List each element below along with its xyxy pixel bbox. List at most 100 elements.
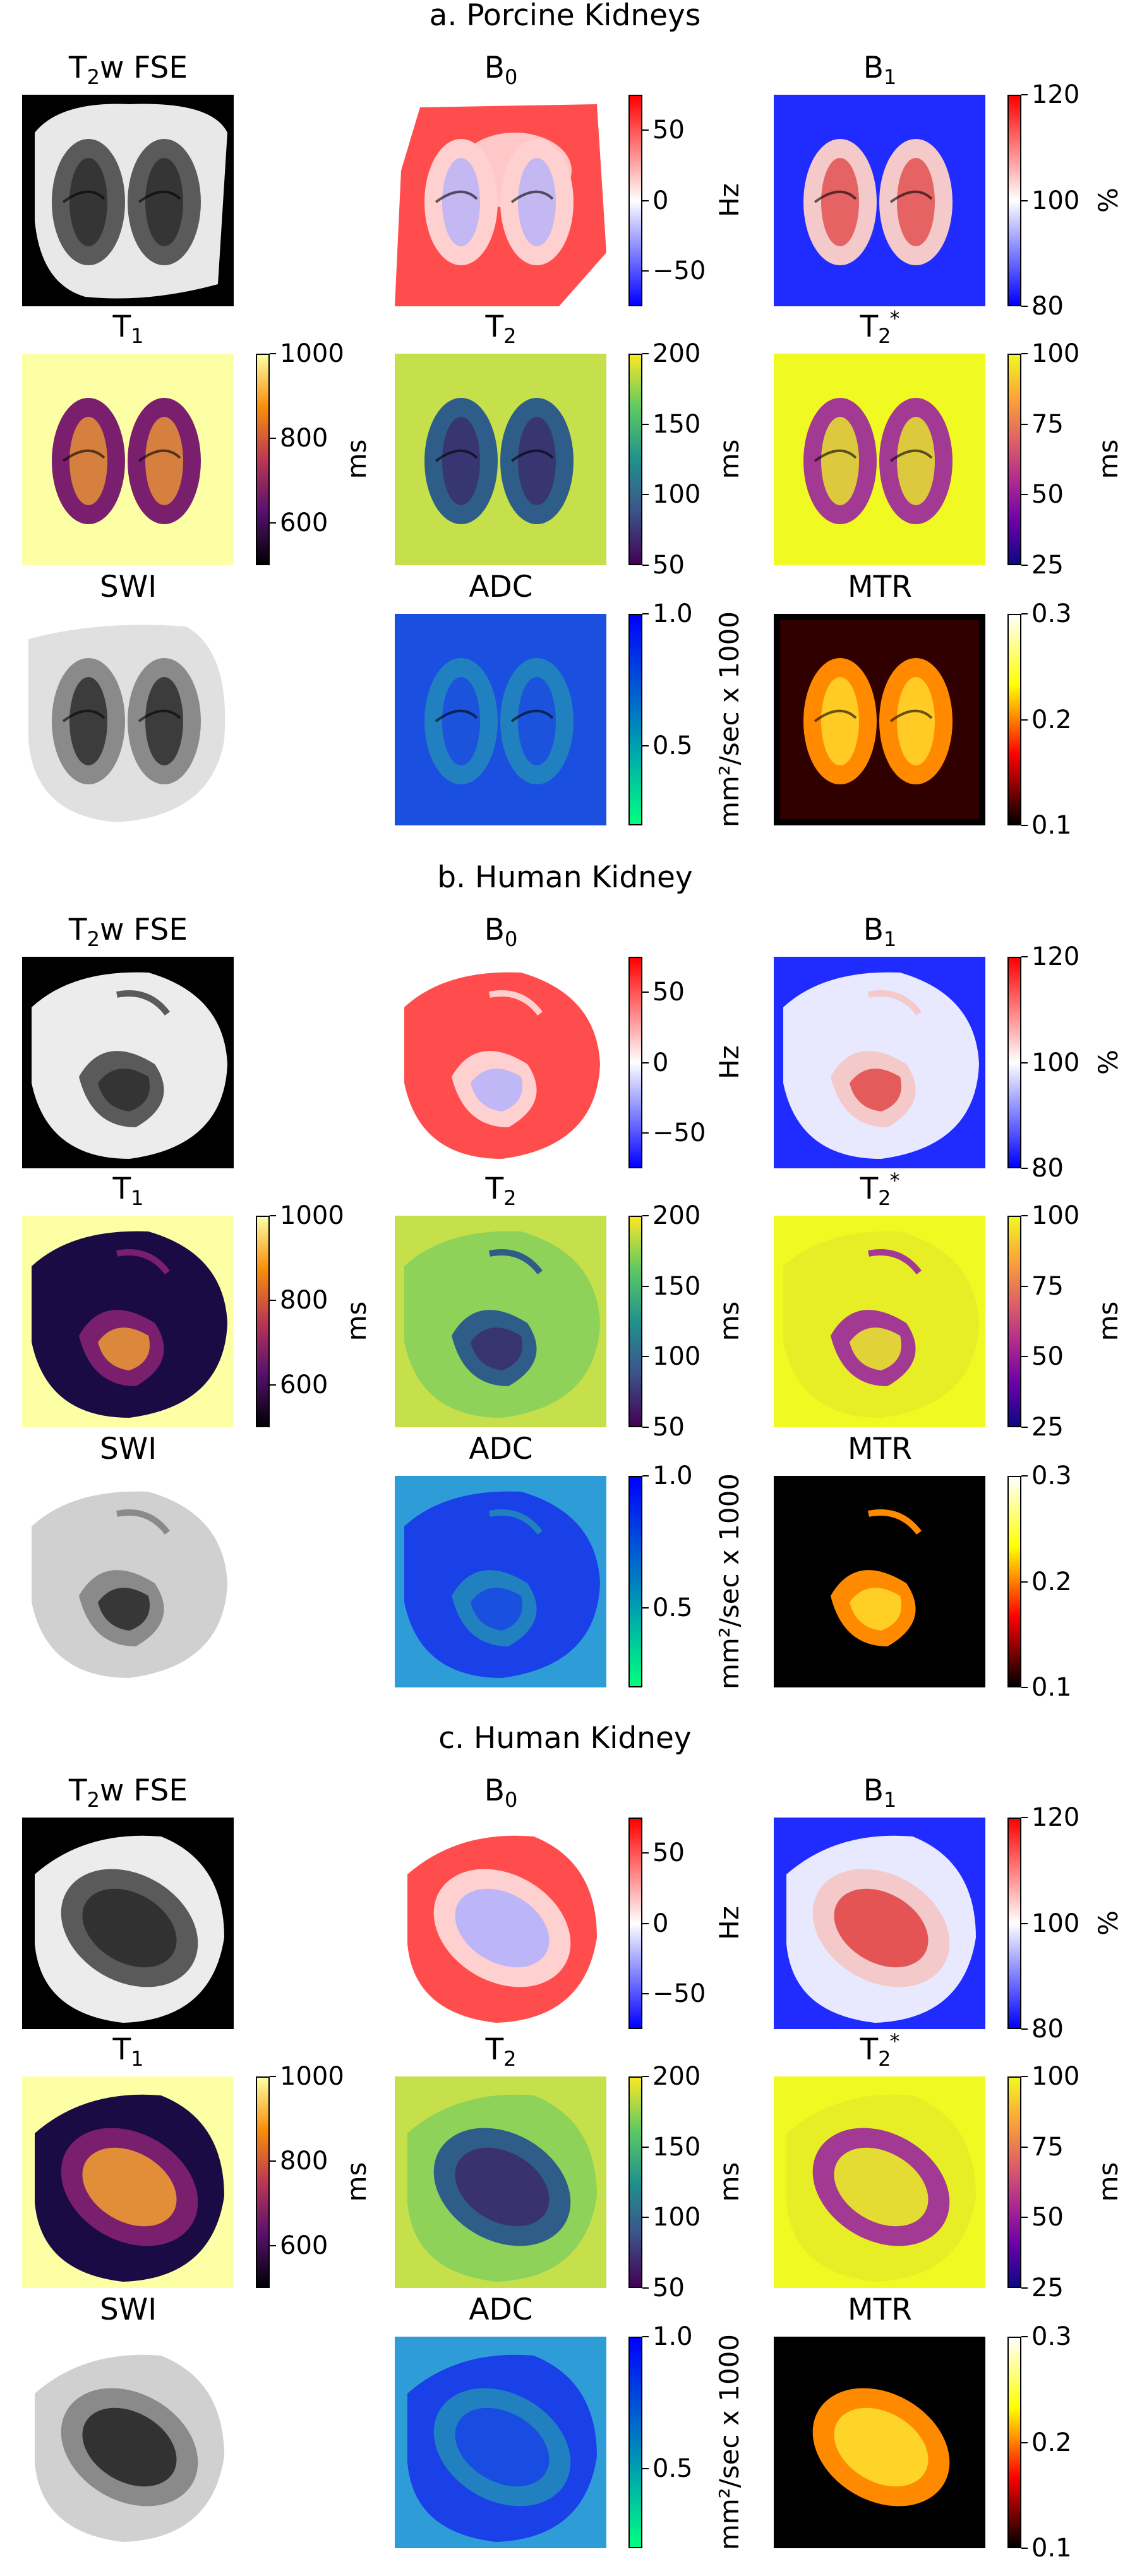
adc-colorbar bbox=[628, 1476, 642, 1687]
colorbar-tick-mark bbox=[1021, 94, 1028, 95]
colorbar-tick-mark bbox=[1021, 306, 1028, 307]
colorbar-tick-mark bbox=[270, 2245, 276, 2246]
title-subscript: 1 bbox=[883, 65, 897, 89]
title-subscript: 2 bbox=[503, 1186, 517, 1210]
colorbar-tick-mark bbox=[642, 353, 649, 354]
colorbar-tick-mark bbox=[270, 522, 276, 524]
title-main-text: T bbox=[68, 51, 87, 85]
b0-colorbar-unit: Hz bbox=[714, 1906, 745, 1940]
adc-map-image bbox=[395, 1476, 606, 1687]
mtr-panel-title: MTR bbox=[772, 568, 987, 606]
colorbar-tick-mark bbox=[1021, 353, 1028, 354]
b1-colorbar bbox=[1007, 957, 1021, 1168]
colorbar-tick-label: 1000 bbox=[280, 2062, 344, 2091]
t2s-colorbar-unit: ms bbox=[1093, 1301, 1124, 1341]
t2s-panel-title: T2* bbox=[772, 1170, 987, 1208]
title-main-text: SWI bbox=[99, 2292, 157, 2327]
colorbar-tick-label: 100 bbox=[1031, 1048, 1080, 1077]
colorbar-tick-mark bbox=[1021, 2287, 1028, 2289]
title-main-text: T bbox=[112, 2032, 131, 2067]
colorbar-tick-mark bbox=[270, 1215, 276, 1216]
t2-colorbar bbox=[628, 354, 642, 565]
t2-colorbar-unit: ms bbox=[714, 439, 745, 479]
colorbar-tick-label: 200 bbox=[652, 339, 701, 368]
colorbar-tick-mark bbox=[1021, 1475, 1028, 1477]
colorbar-tick-label: −50 bbox=[652, 256, 706, 286]
colorbar-tick-mark bbox=[642, 613, 649, 614]
title-main-text: T bbox=[68, 1773, 87, 1808]
t1-panel-title: T1 bbox=[21, 1170, 236, 1208]
title-rest-text: w FSE bbox=[99, 51, 188, 85]
colorbar-tick-label: 200 bbox=[652, 2062, 701, 2091]
title-main-text: T bbox=[112, 1171, 131, 1206]
colorbar-tick-mark bbox=[270, 438, 276, 439]
adc-map-image bbox=[395, 2337, 606, 2548]
title-subscript: 2 bbox=[878, 1186, 891, 1210]
t1-map-image bbox=[22, 354, 234, 565]
mtr-panel-title: MTR bbox=[772, 1430, 987, 1468]
b1-colorbar bbox=[1007, 1818, 1021, 2029]
adc-panel-title: ADC bbox=[394, 1430, 608, 1468]
swi-map-image bbox=[22, 1476, 234, 1687]
t1-map-image bbox=[22, 1216, 234, 1427]
colorbar-tick-label: 25 bbox=[1031, 551, 1064, 580]
b0-map-image bbox=[395, 1818, 606, 2029]
title-main-text: T bbox=[860, 309, 879, 344]
colorbar-tick-mark bbox=[1021, 719, 1028, 721]
colorbar-tick-mark bbox=[642, 200, 649, 201]
colorbar-tick-mark bbox=[642, 2146, 649, 2148]
title-subscript: 2 bbox=[503, 324, 517, 348]
b1-map-image bbox=[774, 1818, 985, 2029]
colorbar-tick-label: 100 bbox=[1031, 1201, 1080, 1230]
colorbar-tick-mark bbox=[642, 1215, 649, 1216]
colorbar-tick-label: 50 bbox=[652, 1838, 685, 1867]
t1-colorbar-unit: ms bbox=[341, 1301, 372, 1341]
colorbar-tick-mark bbox=[642, 1062, 649, 1063]
title-main-text: B bbox=[863, 51, 884, 85]
colorbar-tick-mark bbox=[1021, 2336, 1028, 2337]
colorbar-tick-label: 50 bbox=[1031, 480, 1064, 510]
title-subscript: 1 bbox=[131, 2047, 144, 2071]
colorbar-tick-label: 0 bbox=[652, 186, 669, 215]
colorbar-tick-label: 120 bbox=[1031, 942, 1080, 971]
swi-map-image bbox=[22, 2337, 234, 2548]
colorbar-tick-label: 1.0 bbox=[652, 2322, 693, 2351]
title-subscript: 1 bbox=[131, 324, 144, 348]
colorbar-tick-label: 600 bbox=[280, 2231, 328, 2260]
colorbar-tick-label: 150 bbox=[652, 409, 701, 439]
colorbar-tick-label: 75 bbox=[1031, 1271, 1064, 1301]
t2s-colorbar-unit: ms bbox=[1093, 439, 1124, 479]
title-subscript: 0 bbox=[504, 927, 518, 951]
colorbar-tick-mark bbox=[642, 1993, 649, 1995]
title-superscript: * bbox=[889, 2029, 900, 2053]
colorbar-tick-label: 100 bbox=[1031, 2062, 1080, 2091]
title-subscript: 2 bbox=[87, 1788, 100, 1812]
title-subscript: 2 bbox=[878, 2047, 891, 2071]
colorbar-tick-label: 75 bbox=[1031, 409, 1064, 439]
colorbar-tick-mark bbox=[642, 1852, 649, 1854]
title-main-text: B bbox=[484, 913, 505, 947]
colorbar-tick-mark bbox=[1021, 825, 1028, 826]
t2-panel-title: T2 bbox=[394, 2031, 608, 2069]
t2w-panel-title: T2w FSE bbox=[21, 49, 236, 87]
t2-colorbar-unit: ms bbox=[714, 1301, 745, 1341]
title-subscript: 1 bbox=[131, 1186, 144, 1210]
b0-colorbar-unit: Hz bbox=[714, 1045, 745, 1079]
b1-panel-title: B1 bbox=[772, 1772, 987, 1810]
colorbar-tick-mark bbox=[270, 1384, 276, 1386]
colorbar-tick-mark bbox=[270, 353, 276, 354]
colorbar-tick-label: 100 bbox=[652, 480, 701, 510]
t1-panel-title: T1 bbox=[21, 2031, 236, 2069]
colorbar-tick-label: 150 bbox=[652, 2132, 701, 2162]
colorbar-tick-mark bbox=[642, 2468, 649, 2470]
colorbar-tick-mark bbox=[642, 1922, 649, 1924]
colorbar-tick-label: 200 bbox=[652, 1201, 701, 1230]
colorbar-tick-mark bbox=[642, 2076, 649, 2077]
colorbar-tick-mark bbox=[642, 1607, 649, 1609]
colorbar-tick-mark bbox=[642, 423, 649, 425]
colorbar-tick-label: 50 bbox=[652, 2273, 685, 2303]
colorbar-tick-mark bbox=[1021, 2028, 1028, 2030]
colorbar-tick-mark bbox=[1021, 565, 1028, 566]
colorbar-tick-mark bbox=[1021, 2076, 1028, 2077]
colorbar-tick-mark bbox=[642, 1285, 649, 1287]
